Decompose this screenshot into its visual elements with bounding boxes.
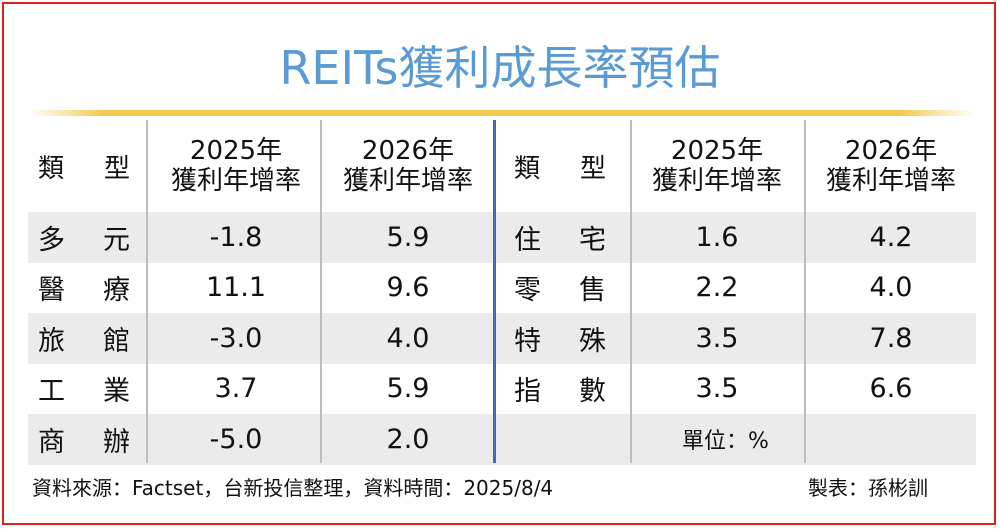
- value-2025: -3.0: [209, 322, 263, 354]
- type-char: 醫: [38, 275, 65, 307]
- header-metric: 獲利年增率: [342, 166, 473, 196]
- row-stripe: [28, 313, 976, 364]
- type-char: 旅: [38, 325, 65, 357]
- type-char: 殊: [579, 325, 606, 357]
- type-char: 住: [514, 224, 541, 256]
- table-center-divider: [493, 120, 496, 463]
- type-char: 工: [38, 376, 65, 408]
- value-2025: 1.6: [695, 221, 739, 253]
- type-char: 售: [579, 275, 606, 307]
- type-char: 指: [514, 376, 541, 408]
- credit-note: 製表：孫彬訓: [808, 476, 928, 500]
- column-divider: [804, 120, 806, 463]
- column-divider: [320, 120, 322, 463]
- value-2026: 5.9: [386, 373, 430, 405]
- type-char: 業: [103, 376, 130, 408]
- row-stripe: [28, 414, 976, 465]
- row-type-label: 醫療: [38, 263, 130, 314]
- header-year: 2026年: [361, 136, 455, 166]
- chart-title: REITs獲利成長率預估: [279, 41, 721, 95]
- source-note: 資料來源：Factset，台新投信整理，資料時間：2025/8/4: [32, 476, 554, 500]
- row-type-label: 指數: [514, 364, 606, 415]
- value-2025: 3.5: [695, 322, 739, 354]
- header-type-char: 類: [38, 153, 65, 184]
- left-header-type: 類型: [38, 122, 130, 210]
- value-2026: 4.2: [869, 221, 913, 253]
- right-header-2026: 2026年 獲利年增率: [804, 122, 978, 210]
- type-char: 辦: [103, 426, 130, 458]
- type-char: 元: [103, 224, 130, 256]
- header-metric: 獲利年增率: [170, 166, 301, 196]
- value-2025: 2.2: [695, 272, 739, 304]
- type-char: 療: [103, 275, 130, 307]
- row-type-label: 多元: [38, 212, 130, 263]
- value-2026: 2.0: [386, 423, 430, 455]
- header-year: 2026年: [844, 136, 938, 166]
- value-2026: 6.6: [869, 373, 913, 405]
- right-header-2025: 2025年 獲利年增率: [630, 122, 804, 210]
- header-type-char: 型: [579, 153, 606, 184]
- column-divider: [146, 120, 148, 463]
- header-type-char: 型: [103, 153, 130, 184]
- row-type-label: 特殊: [514, 313, 606, 364]
- value-2025: 3.7: [214, 373, 258, 405]
- row-type-label: 旅館: [38, 313, 130, 364]
- header-metric: 獲利年增率: [825, 166, 956, 196]
- row-type-label: 零售: [514, 263, 606, 314]
- type-char: 零: [514, 275, 541, 307]
- value-2026: 4.0: [869, 272, 913, 304]
- column-divider: [630, 120, 632, 463]
- type-char: 多: [38, 224, 65, 256]
- type-char: 數: [579, 376, 606, 408]
- row-stripe: [28, 212, 976, 263]
- unit-note: 單位：%: [682, 429, 769, 455]
- value-2025: -5.0: [209, 423, 263, 455]
- value-2025: 3.5: [695, 373, 739, 405]
- value-2025: -1.8: [209, 221, 263, 253]
- type-char: 館: [103, 325, 130, 357]
- row-type-label: 住宅: [514, 212, 606, 263]
- value-2026: 7.8: [869, 322, 913, 354]
- header-year: 2025年: [670, 136, 764, 166]
- value-2026: 9.6: [386, 272, 430, 304]
- row-type-label: 工業: [38, 364, 130, 415]
- header-year: 2025年: [189, 136, 283, 166]
- value-2026: 4.0: [386, 322, 430, 354]
- header-metric: 獲利年增率: [651, 166, 782, 196]
- title-underline: [30, 110, 974, 116]
- value-2025: 11.1: [205, 272, 267, 304]
- row-type-label: 商辦: [38, 414, 130, 465]
- type-char: 宅: [579, 224, 606, 256]
- type-char: 商: [38, 426, 65, 458]
- value-2026: 5.9: [386, 221, 430, 253]
- type-char: 特: [514, 325, 541, 357]
- header-type-char: 類: [514, 153, 541, 184]
- left-header-2025: 2025年 獲利年增率: [150, 122, 322, 210]
- left-header-2026: 2026年 獲利年增率: [322, 122, 494, 210]
- right-header-type: 類型: [514, 122, 606, 210]
